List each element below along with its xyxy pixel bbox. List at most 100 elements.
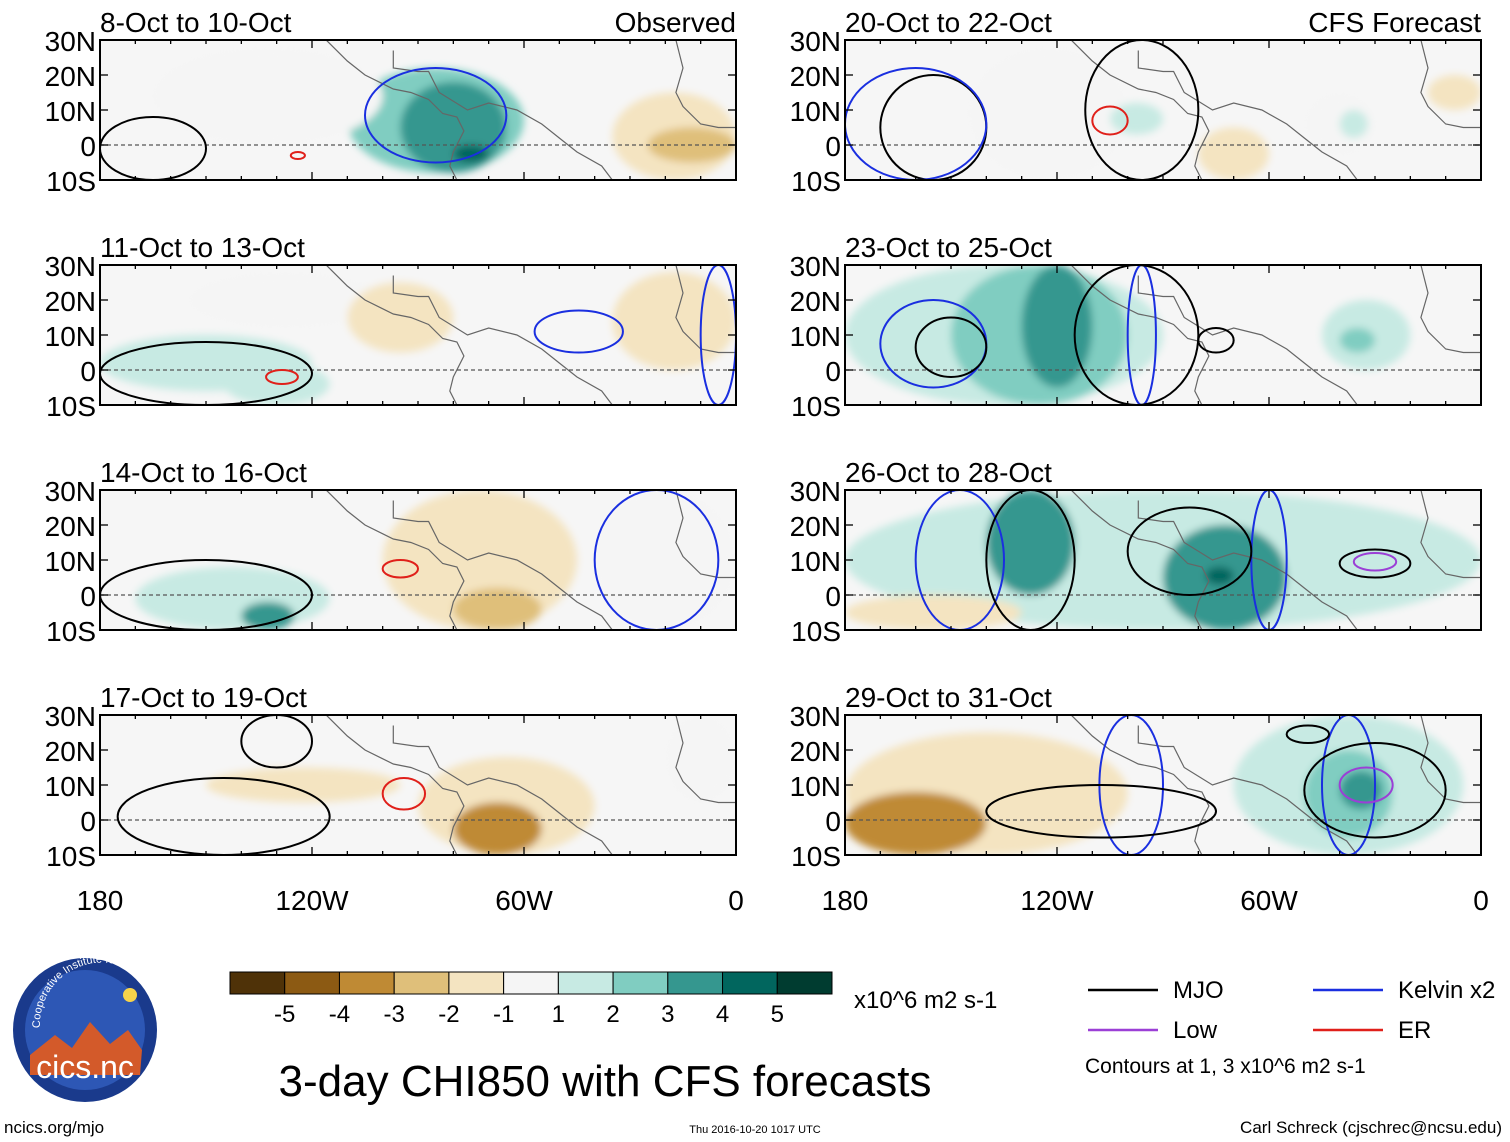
coastlines (1070, 40, 1481, 180)
anomaly-blob (1339, 328, 1376, 353)
coastline (1070, 490, 1210, 630)
anomaly-blob (1021, 265, 1093, 388)
column-label: Observed (615, 7, 736, 38)
panel-3: 30N 20N 10N 0 10S 14-Oct to 16-Oct (45, 457, 737, 647)
contour-kelvin-x2 (845, 67, 988, 180)
y-tick-label: 0 (80, 581, 96, 612)
panel-background (845, 40, 1481, 180)
coastlines (1070, 265, 1481, 405)
y-tick-label: 30N (790, 26, 841, 57)
contour-legend: MJO Kelvin x2 Low ER Contours at 1, 3 x10^6 … (1085, 977, 1495, 1078)
y-axis-labels: 30N 20N 10N 0 10S (790, 476, 841, 647)
colorbar-swatch (229, 971, 286, 995)
main-title: 3-day CHI850 with CFS forecasts (279, 1057, 932, 1106)
coastline (392, 500, 613, 630)
y-tick-label: 10N (790, 771, 841, 802)
site-url[interactable]: ncics.org/mjo (4, 1118, 104, 1137)
coastline (325, 265, 465, 405)
colorbar-swatch (722, 971, 778, 995)
y-tick-label: 0 (825, 356, 841, 387)
anomaly-blob (1428, 75, 1481, 110)
y-tick-label: 10N (45, 96, 96, 127)
x-tick-label: 0 (1473, 885, 1489, 916)
contour-low (1352, 552, 1398, 572)
coastline (1420, 715, 1481, 804)
x-tick-label: 60W (495, 885, 553, 916)
y-tick-label: 30N (45, 476, 96, 507)
contour-kelvin-x2 (593, 490, 720, 630)
contour-mjo (1338, 548, 1412, 579)
contour-kelvin-x2 (1126, 265, 1157, 405)
coastline (1420, 265, 1481, 354)
colorbar-swatch (338, 971, 395, 995)
y-tick-label: 10N (790, 546, 841, 577)
panel-7: 30N 20N 10N 0 10S 26-Oct to 28-Oct (790, 457, 1482, 647)
legend-item-low: Low (1088, 1017, 1218, 1044)
coastline (392, 275, 613, 405)
coastline (1070, 40, 1210, 180)
y-tick-label: 10N (790, 321, 841, 352)
field-layer (845, 715, 1481, 855)
panel-8: 30N 20N 10N 0 10S 29-Oct to 31-Oct (790, 682, 1482, 872)
colorbar-tick-label: -4 (329, 1001, 350, 1028)
coastline (1070, 715, 1210, 855)
coastline (392, 50, 613, 180)
y-tick-label: 30N (790, 476, 841, 507)
anomaly-blob (1304, 92, 1375, 156)
credit[interactable]: Carl Schreck (cjschrec@ncsu.edu) (1240, 1118, 1502, 1137)
anomaly-blob (453, 145, 489, 163)
colorbar-tick-label: -2 (438, 1001, 459, 1028)
contour-mjo (1303, 742, 1447, 839)
anomaly-blob (188, 272, 383, 328)
frame-ticks (99, 264, 737, 406)
anomaly-blob (845, 595, 1022, 630)
frame-ticks (844, 264, 1482, 406)
y-tick-label: 10S (791, 391, 841, 422)
anomaly-blob (845, 792, 987, 855)
y-tick-label: 10N (45, 321, 96, 352)
contour-mjo (985, 490, 1076, 630)
anomaly-blob (594, 490, 736, 630)
coastlines (1070, 490, 1481, 630)
contour-low (1338, 766, 1394, 804)
coastline (1420, 490, 1481, 579)
colorbar-swatch (612, 971, 669, 995)
contour-layer (116, 715, 427, 855)
contour-kelvin-x2 (1321, 715, 1376, 855)
contour-mjo (1126, 506, 1253, 596)
panel-title: 29-Oct to 31-Oct (845, 682, 1052, 713)
anomaly-blob (206, 767, 401, 803)
legend-item-er: ER (1313, 1017, 1431, 1044)
coastline (325, 40, 465, 180)
contour-layer (879, 265, 1235, 405)
y-axis-labels: 30N 20N 10N 0 10S (45, 26, 96, 197)
anomaly-blob (400, 82, 507, 173)
panel-title: 20-Oct to 22-Oct (845, 7, 1052, 38)
colorbar-units: x10^6 m2 s-1 (854, 987, 997, 1014)
y-tick-label: 30N (45, 251, 96, 282)
coastline (675, 40, 736, 129)
y-tick-label: 10S (791, 616, 841, 647)
coastlines (1070, 715, 1481, 855)
x-tick-label: 180 (77, 885, 124, 916)
coastlines (325, 265, 736, 405)
contour-er (289, 151, 306, 160)
anomaly-blob (347, 282, 454, 353)
panel-title: 8-Oct to 10-Oct (100, 7, 292, 38)
contour-mjo (1084, 40, 1200, 180)
coastline (1137, 50, 1358, 180)
anomaly-blob (1205, 567, 1234, 585)
anomaly-blob (453, 802, 542, 855)
panel-5: 30N 20N 10N 0 10S 20-Oct to 22-Oct CFS Forecas… (790, 7, 1482, 197)
legend-item-kelvin-x2: Kelvin x2 (1313, 977, 1495, 1004)
legend-label: Low (1173, 1017, 1218, 1044)
y-axis-labels: 30N 20N 10N 0 10S (790, 251, 841, 422)
x-tick-label: 180 (822, 885, 869, 916)
coastlines (325, 40, 736, 180)
panel-6: 30N 20N 10N 0 10S 23-Oct to 25-Oct (790, 232, 1482, 422)
anomaly-blob (100, 335, 312, 391)
frame-ticks (844, 39, 1482, 181)
anomaly-blob (241, 602, 295, 630)
y-tick-label: 30N (790, 701, 841, 732)
y-tick-label: 0 (825, 581, 841, 612)
